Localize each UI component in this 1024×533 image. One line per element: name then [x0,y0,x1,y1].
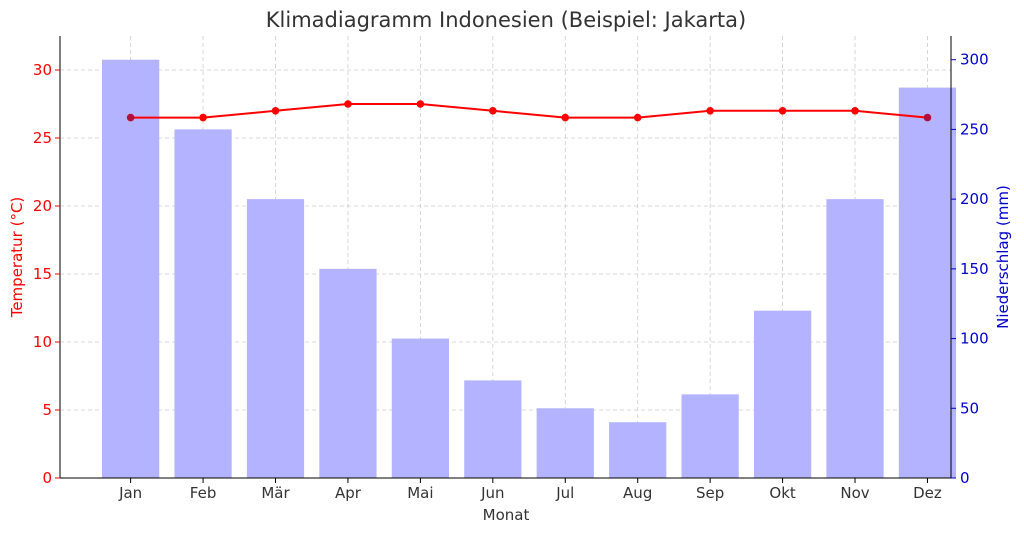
x-tick-label: Mär [261,484,290,502]
left-tick-label: 20 [33,197,52,215]
temperature-series [126,100,932,122]
temperature-point [344,100,352,108]
left-tick-label: 25 [33,129,52,147]
precipitation-bar [102,59,160,479]
temperature-point [271,107,280,115]
temperature-point [199,113,207,122]
right-axis-label: Niederschlag (mm) [994,185,1012,329]
x-tick-label: Jun [480,484,504,502]
left-tick-label: 10 [33,333,52,351]
temperature-point [561,113,570,122]
temperature-point [416,100,425,108]
x-tick-label: Jul [555,484,574,502]
precipitation-bar [536,408,594,478]
left-axis-label: Temperatur (°C) [8,197,26,319]
temperature-point [778,107,787,115]
temperature-point [633,113,642,122]
left-tick-label: 15 [33,265,52,283]
x-tick-label: Nov [840,484,869,502]
left-tick-label: 0 [42,469,52,487]
left-ticks: 0 5 10 15 20 25 30 [33,61,60,487]
right-tick-label: 100 [960,330,989,348]
precipitation-bar [609,422,667,478]
right-ticks: 0 50 100 150 200 250 300 [951,51,989,487]
precipitation-bars [102,59,957,479]
precipitation-bar [391,338,449,478]
precipitation-bar [319,268,377,478]
temperature-point [126,113,135,122]
temperature-point [706,107,714,115]
x-ticks: Jan Feb Mär Apr Mai Jun Jul Aug Sep Okt Nov Dez [118,478,942,502]
x-tick-label: Okt [769,484,795,502]
precipitation-bar [753,310,812,478]
precipitation-bar [174,129,232,478]
temperature-line [130,103,928,119]
x-tick-label: Jan [118,484,142,502]
right-tick-label: 200 [960,190,989,208]
temperature-point [489,107,497,115]
right-tick-label: 300 [960,51,989,69]
x-tick-label: Feb [190,484,217,502]
right-tick-label: 150 [960,260,989,278]
temperature-point [851,107,859,115]
chart-title: Klimadiagramm Indonesien (Beispiel: Jaka… [266,8,746,32]
axes [59,36,952,479]
precipitation-bar [464,380,522,478]
x-tick-label: Aug [623,484,652,502]
precipitation-bar [681,394,739,478]
precipitation-bar [898,87,957,478]
precipitation-bar [246,199,305,478]
right-tick-label: 50 [960,399,979,417]
x-tick-label: Mai [407,484,433,502]
left-tick-label: 30 [33,61,52,79]
right-tick-label: 250 [960,120,989,138]
x-tick-label: Dez [913,484,942,502]
x-tick-label: Apr [335,484,362,502]
right-tick-label: 0 [960,469,970,487]
left-tick-label: 5 [42,401,52,419]
x-axis-label: Monat [483,506,530,524]
x-tick-label: Sep [696,484,724,502]
precipitation-bar [826,199,884,478]
temperature-point [923,113,932,122]
